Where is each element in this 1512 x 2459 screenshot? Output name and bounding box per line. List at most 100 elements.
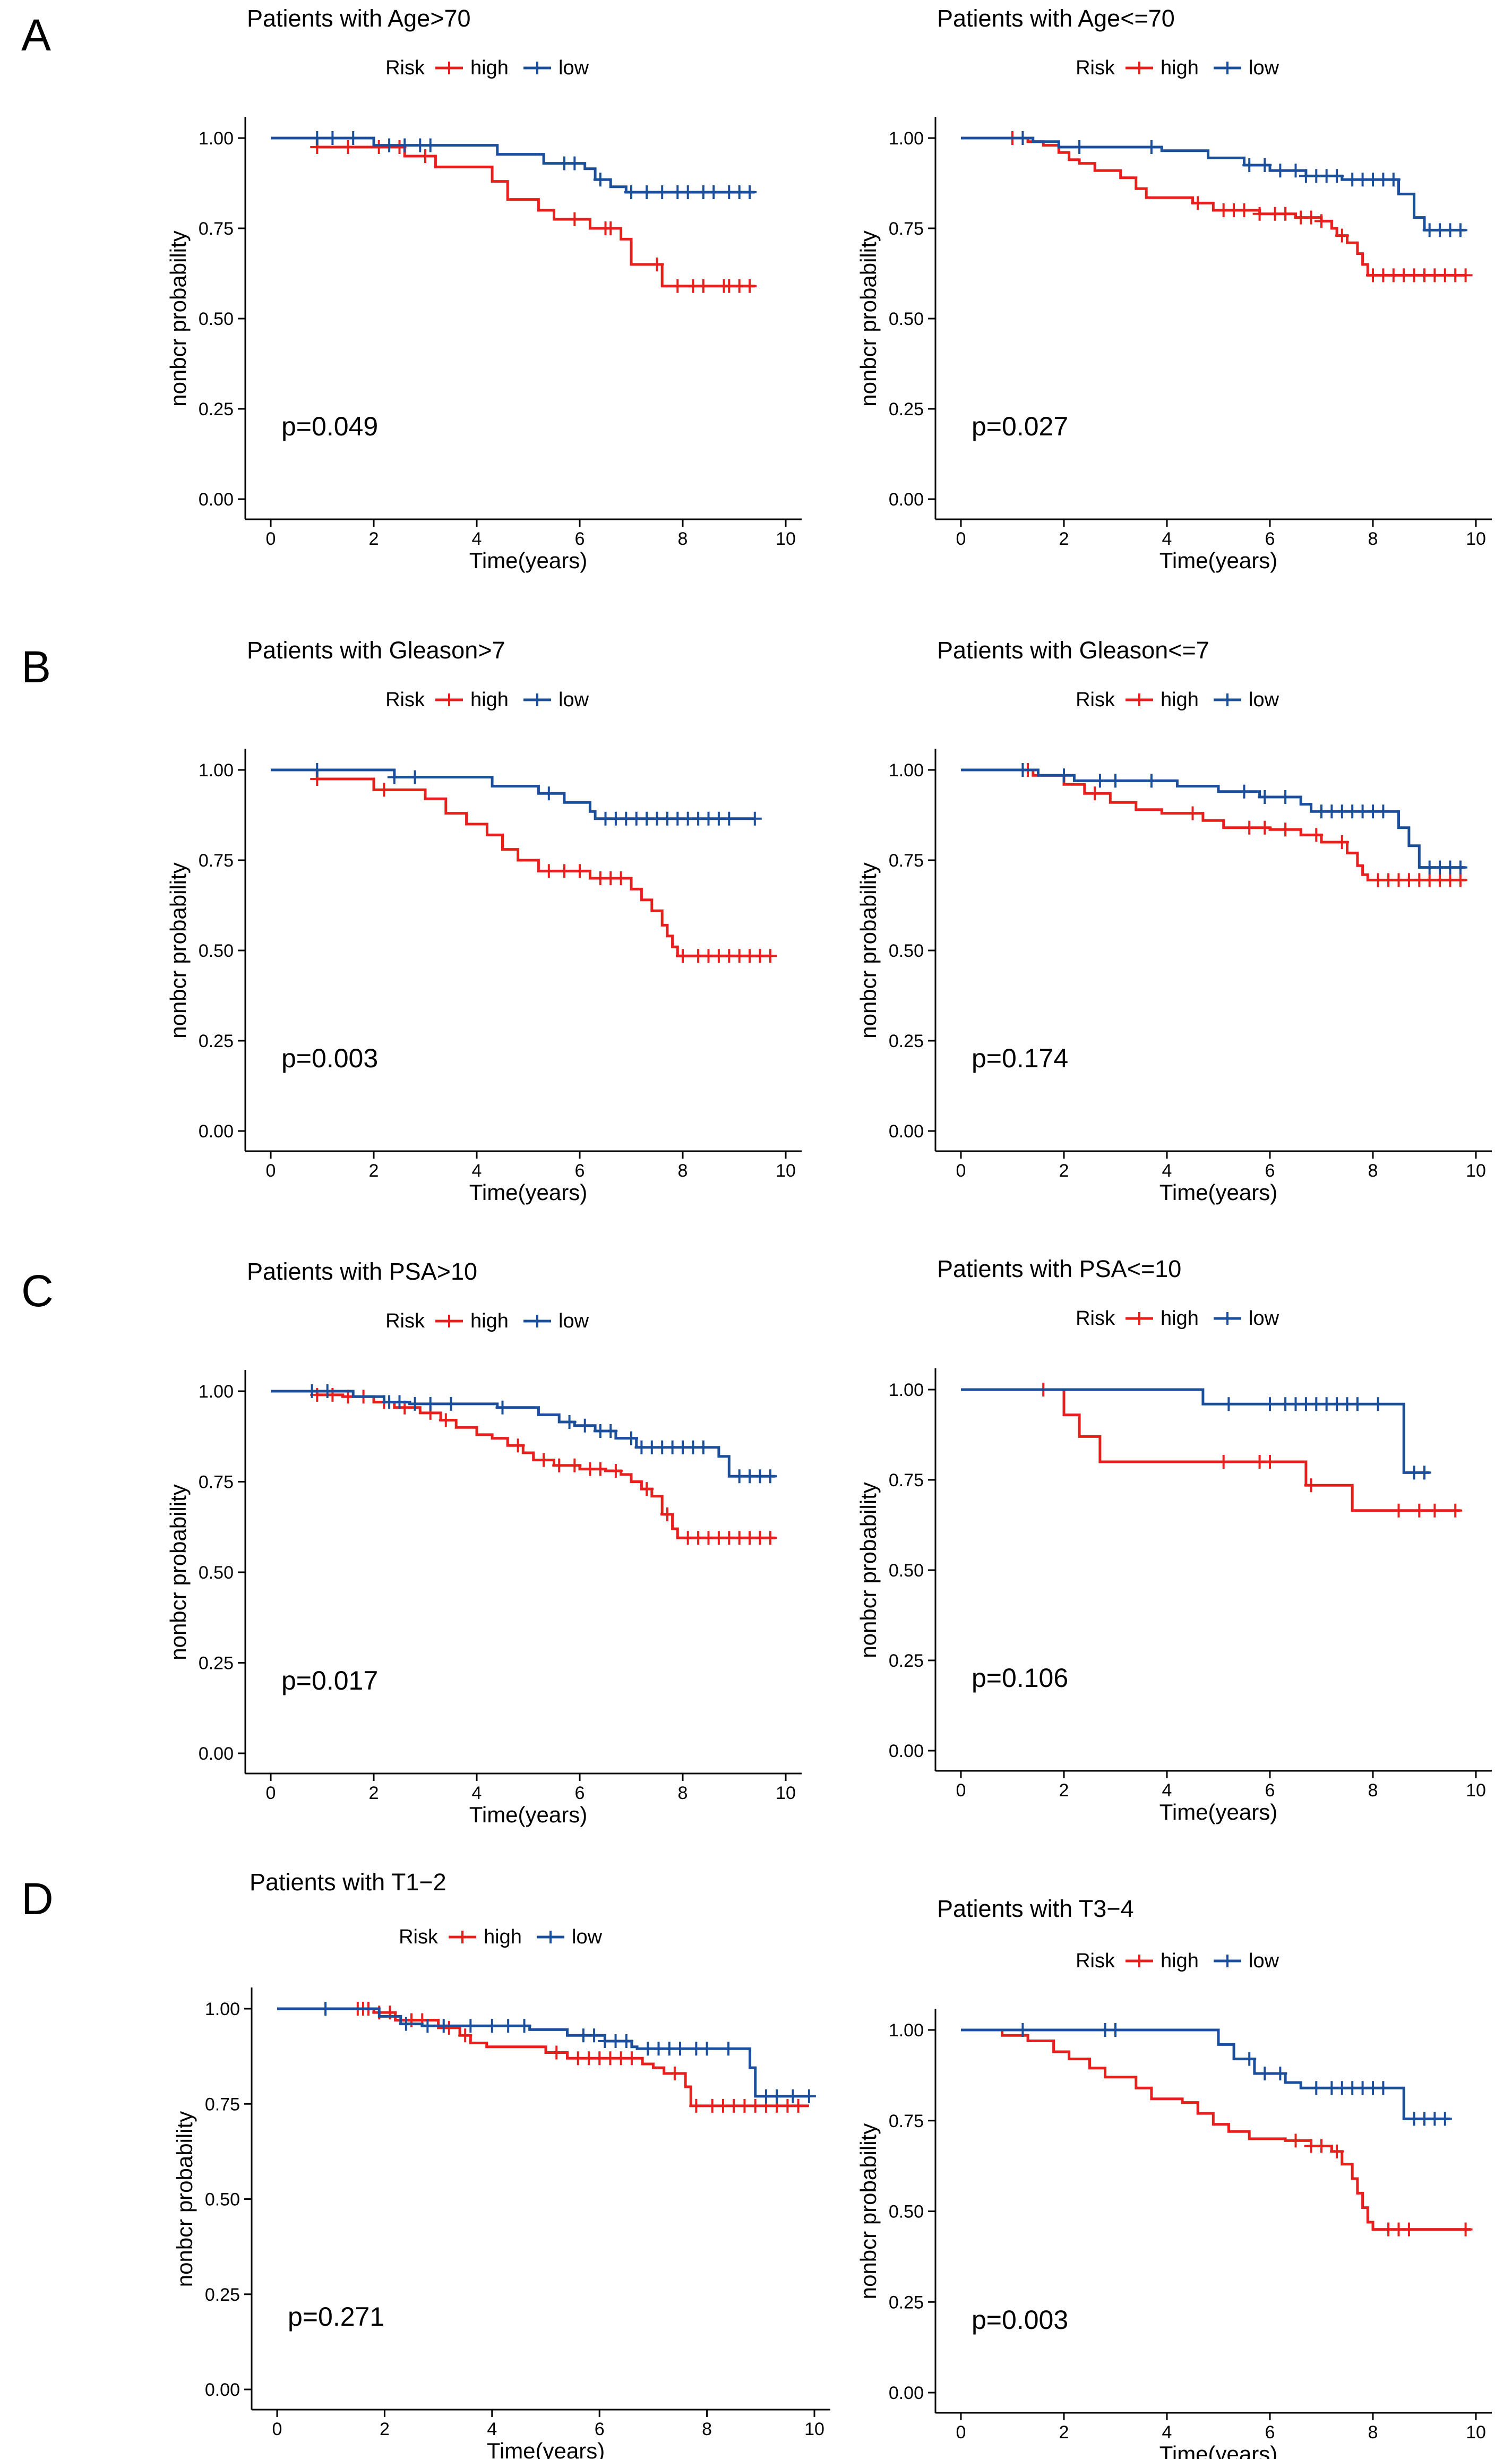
censor-mark-high [1335,228,1349,243]
censor-mark-low [408,1396,422,1411]
censor-mark-high [1191,196,1205,210]
legend: Risk high low [385,689,589,711]
censor-mark-high [1391,1503,1406,1518]
censor-mark-low [1016,763,1030,777]
panel-letter: C [21,1266,54,1316]
censor-mark-low [1109,774,1122,788]
x-tick-label: 6 [575,1783,585,1803]
censor-mark-low [305,1384,319,1398]
x-tick-label: 10 [1466,2422,1486,2443]
km-panel-3: B Patients with Gleason>7 Risk high low 0.00 0… [21,637,802,1205]
x-tick-label: 8 [678,1161,688,1181]
km-curve-high [961,1388,1461,1512]
censor-mark-high [1242,820,1257,835]
legend: Risk high low [399,1926,602,1948]
y-axis-label: nonbcr probability [172,2111,197,2287]
censor-mark-high [791,2098,805,2113]
chart-title: Patients with T1−2 [250,1869,446,1896]
km-panel-7: D Patients with T1−2 Risk high low 0.00 0.25 0.… [21,1869,830,2459]
censor-mark-high [640,1482,654,1496]
km-curve-low [961,136,1466,232]
y-tick-label: 1.00 [199,760,234,781]
x-tick-label: 2 [380,2419,390,2439]
censor-mark-low [1273,164,1287,178]
censor-mark-low [310,131,324,145]
censor-mark-low [562,1415,577,1429]
censor-mark-high [671,279,685,293]
y-tick-label: 0.50 [889,2202,924,2222]
x-tick-label: 4 [1162,2422,1172,2443]
p-value: p=0.106 [972,1663,1068,1693]
censor-mark-high [1304,210,1318,225]
y-axis-label: nonbcr probability [166,230,191,407]
x-tick-label: 10 [776,529,796,549]
censor-mark-low [1016,131,1030,145]
x-tick-label: 10 [1466,1161,1486,1181]
censor-mark-high [1315,214,1328,228]
censor-mark-low [463,2019,478,2033]
censor-mark-high [1185,806,1200,820]
censor-mark-high [1428,1503,1442,1518]
x-tick-label: 2 [1059,1780,1069,1801]
km-panel-4: Patients with Gleason<=7 Risk high low 0.00 0… [856,637,1492,1205]
x-tick-label: 0 [266,1161,276,1181]
x-tick-label: 0 [266,1783,276,1803]
x-tick-label: 4 [472,1161,482,1181]
censor-mark-low [624,1431,638,1445]
censor-mark-low [578,1418,592,1433]
km-curve-low [961,2028,1450,2120]
legend-low-label: low [559,57,589,79]
y-axis-label: nonbcr probability [856,1482,881,1658]
y-tick-label: 0.25 [205,2285,240,2305]
censor-mark-low [700,2042,714,2056]
censor-mark-low [444,1396,458,1411]
km-curve-high [271,1390,776,1539]
x-tick-label: 4 [1162,529,1172,549]
y-tick-label: 0.75 [199,851,234,871]
censor-mark-high [1278,207,1293,221]
y-tick-label: 0.75 [205,2094,240,2114]
x-tick-label: 4 [487,2419,497,2439]
km-panel-1: A Patients with Age>70 Risk high low 0.00 0.25… [21,5,802,573]
censor-mark-low [517,2019,531,2033]
censor-mark-low [1263,1397,1277,1411]
km-panel-6: Patients with PSA<=10 Risk high low 0.00 0.25… [856,1255,1492,1824]
censor-mark-high [1315,2139,1328,2153]
censor-mark-high [1335,835,1349,849]
x-tick-label: 10 [1466,529,1486,549]
y-tick-label: 0.50 [205,2190,240,2210]
legend-high-label: high [1161,689,1199,711]
censor-mark-low [542,786,556,801]
x-tick-label: 0 [956,2422,966,2443]
km-curve-high [961,768,1466,881]
x-tick-label: 2 [369,1161,379,1181]
x-tick-label: 0 [956,1780,966,1801]
censor-mark-low [802,2089,816,2103]
y-tick-label: 0.50 [199,309,234,329]
censor-mark-high [377,783,391,797]
censor-mark-low [721,2042,736,2056]
censor-mark-low [1371,1397,1385,1411]
censor-mark-high [1288,2134,1303,2148]
x-tick-label: 2 [1059,529,1069,549]
censor-mark-low [681,185,695,199]
x-tick-label: 0 [272,2419,282,2439]
chart-title: Patients with Gleason>7 [247,637,505,664]
censor-mark-low [696,1440,710,1454]
x-tick-label: 8 [702,2419,712,2439]
censor-mark-high [689,2098,703,2113]
censor-mark-high [542,864,556,878]
censor-mark-low [1309,2081,1324,2095]
censor-mark-high [763,949,777,963]
censor-mark-high [1330,2144,1344,2158]
legend: Risk high low [385,1310,589,1332]
x-tick-label: 8 [1368,1161,1378,1181]
y-tick-label: 0.75 [889,1470,924,1490]
censor-mark-low [587,2028,602,2043]
censor-mark-low [1258,2066,1272,2080]
censor-mark-low [624,185,638,199]
censor-mark-high [696,279,710,293]
chart-title: Patients with Age<=70 [937,5,1175,32]
censor-mark-low [1453,223,1467,237]
